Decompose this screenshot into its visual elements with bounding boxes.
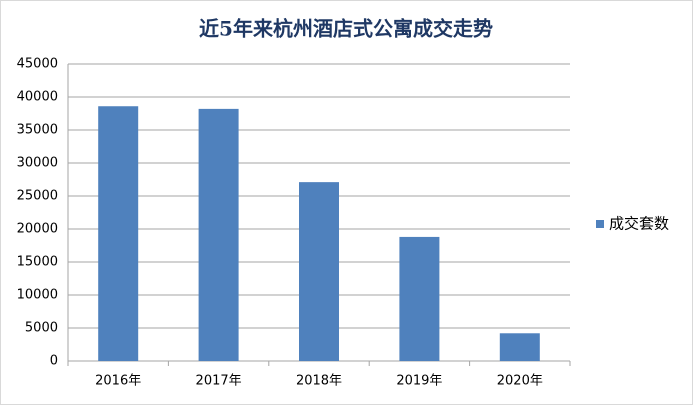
y-tick-label: 15000	[17, 255, 58, 270]
y-tick-label: 35000	[17, 123, 58, 138]
y-tick-label: 40000	[17, 90, 58, 105]
legend-swatch	[596, 220, 604, 228]
x-tick-label: 2016年	[95, 374, 141, 389]
legend-label: 成交套数	[609, 215, 669, 233]
bar	[499, 333, 540, 361]
bar	[399, 236, 440, 361]
y-tick-label: 10000	[17, 288, 58, 303]
x-tick-label: 2019年	[396, 374, 442, 389]
x-tick-label: 2018年	[296, 374, 342, 389]
x-tick-label: 2017年	[196, 374, 242, 389]
x-tick-label: 2020年	[497, 374, 543, 389]
y-tick-label: 0	[50, 354, 58, 369]
bar	[198, 108, 239, 361]
bar	[299, 182, 339, 361]
bar	[98, 106, 139, 362]
y-tick-label: 20000	[17, 222, 58, 237]
y-tick-label: 25000	[17, 189, 58, 204]
y-tick-label: 45000	[17, 57, 58, 72]
y-tick-label: 30000	[17, 156, 58, 171]
chart-title: 近5年来杭州酒店式公寓成交走势	[199, 17, 493, 41]
y-tick-label: 5000	[25, 321, 58, 336]
